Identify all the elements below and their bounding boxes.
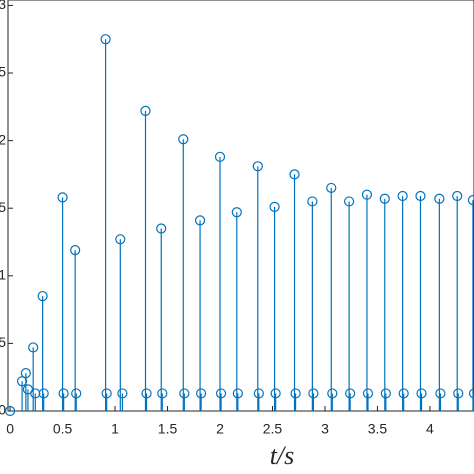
- stem-marker: [100, 34, 111, 45]
- x-tick-label: 2.5: [263, 421, 283, 437]
- stem-marker: [416, 388, 427, 399]
- stem-marker: [157, 388, 168, 399]
- stem-marker: [468, 388, 474, 399]
- stem-marker: [214, 151, 226, 162]
- stem-marker: [70, 245, 81, 256]
- y-tick-label: 2: [0, 131, 6, 147]
- stem-marker: [179, 388, 190, 399]
- stem-marker: [140, 105, 151, 116]
- plot-area: [7, 0, 474, 412]
- stem-marker: [398, 388, 409, 399]
- x-tick-label: 3.5: [368, 421, 388, 437]
- y-tick-label: 0: [0, 402, 6, 418]
- stem-marker: [37, 290, 48, 302]
- stem-marker: [308, 388, 319, 399]
- stem-marker: [71, 388, 82, 399]
- stem-marker: [435, 388, 446, 399]
- x-tick-label: 0: [6, 421, 14, 437]
- x-tick-label: 0.5: [53, 421, 73, 437]
- stem-marker: [101, 388, 112, 399]
- x-tick-label: 1.5: [158, 421, 178, 437]
- stem-marker: [156, 223, 167, 234]
- y-tick-label: 1: [0, 267, 6, 283]
- stem-marker: [178, 134, 189, 145]
- stem-marker: [326, 182, 337, 194]
- stem-marker: [57, 192, 68, 203]
- stem-marker: [434, 193, 445, 204]
- stem-marker: [289, 169, 300, 180]
- x-tick-label: 4: [426, 421, 434, 437]
- stem-marker: [117, 388, 128, 399]
- stem-marker: [30, 388, 41, 399]
- stem-marker: [252, 161, 263, 172]
- stem-marker: [362, 388, 374, 399]
- y-tick-label: 1.5: [0, 199, 6, 215]
- stem-marker: [232, 388, 243, 399]
- x-axis-label: t/s: [270, 441, 295, 470]
- stem-marker: [290, 388, 301, 399]
- y-tick-label: 2.5: [0, 64, 6, 80]
- stem-marker: [345, 388, 356, 399]
- stem-marker: [115, 234, 126, 245]
- stem-marker: [453, 388, 464, 399]
- stem-marker: [415, 190, 426, 202]
- x-tick-label: 2: [216, 421, 224, 437]
- stem-marker: [361, 189, 373, 200]
- stem-marker: [269, 201, 280, 212]
- stem-marker: [379, 193, 390, 204]
- stem-marker: [4, 405, 16, 417]
- x-tick-label: 3: [321, 421, 329, 437]
- stem-marker: [270, 388, 281, 399]
- stem-marker: [344, 196, 355, 207]
- y-tick-label: 3: [0, 0, 6, 12]
- stem-marker: [467, 194, 474, 206]
- stem-marker: [196, 388, 207, 399]
- stem-marker: [28, 342, 39, 353]
- stem-marker: [16, 376, 28, 387]
- stem-marker: [194, 215, 206, 226]
- stem-marker: [380, 388, 391, 399]
- stem-marker: [307, 196, 318, 207]
- stem-marker: [327, 388, 338, 399]
- stem-marker: [253, 388, 264, 399]
- stem-marker: [231, 207, 242, 218]
- stem-marker: [38, 388, 49, 399]
- stem-marker: [20, 368, 31, 379]
- stem-marker: [141, 388, 152, 399]
- stem-marker: [397, 190, 408, 202]
- stem-marker: [58, 388, 69, 399]
- x-tick-label: 1: [111, 421, 119, 437]
- stem-marker: [452, 190, 463, 202]
- y-tick-label: 0.5: [0, 334, 6, 350]
- stem-marker: [215, 388, 227, 399]
